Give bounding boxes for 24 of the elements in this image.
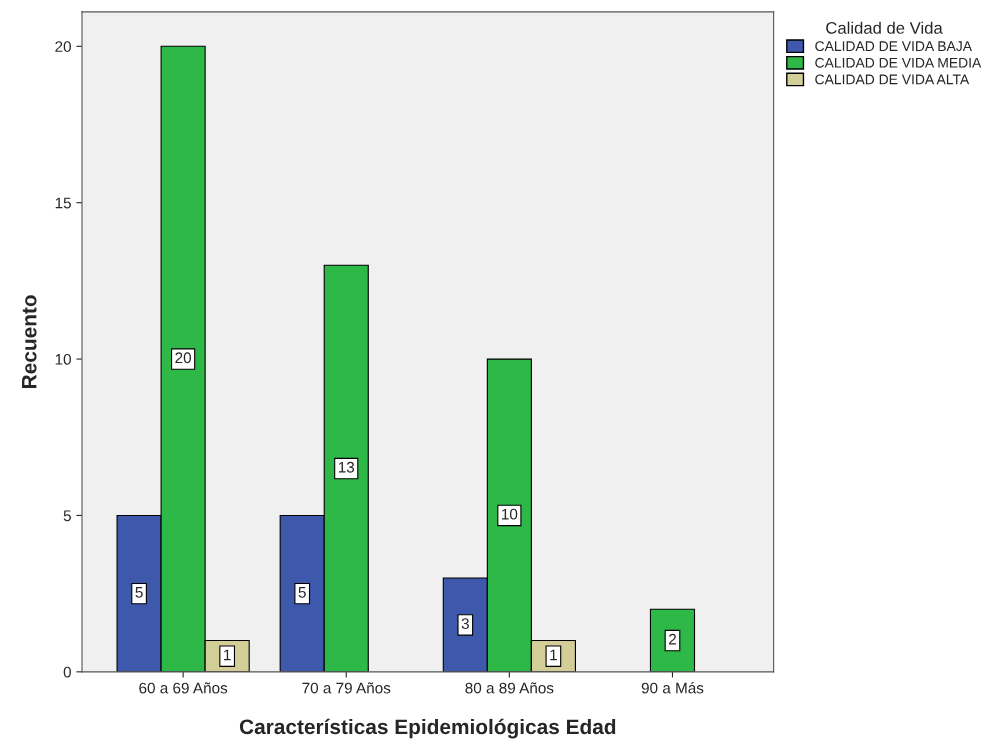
x-tick-label: 70 a 79 Años <box>302 682 391 694</box>
legend-label: CALIDAD DE VIDA BAJA <box>815 41 972 52</box>
y-axis-title: Recuento <box>22 295 37 388</box>
x-tick-label: 90 a Más <box>641 682 704 694</box>
y-tick-label: 5 <box>63 510 71 522</box>
legend-label: CALIDAD DE VIDA MEDIA <box>815 57 982 68</box>
data-label: 1 <box>224 649 231 661</box>
data-label: 5 <box>135 587 143 598</box>
legend-label: CALIDAD DE VIDA ALTA <box>815 74 970 85</box>
data-label: 1 <box>550 649 557 661</box>
y-tick-label: 0 <box>63 666 71 678</box>
legend-title: Calidad de Vida <box>826 21 943 34</box>
data-label: 10 <box>502 508 518 520</box>
data-label: 20 <box>175 352 192 364</box>
data-label: 3 <box>461 618 469 630</box>
data-label: 5 <box>298 587 306 598</box>
y-tick-label: 15 <box>55 197 71 209</box>
data-label: 2 <box>669 633 676 645</box>
y-tick-label: 10 <box>55 353 71 365</box>
x-tick-label: 80 a 89 Años <box>465 682 554 694</box>
y-tick-label: 20 <box>55 41 71 52</box>
x-tick-label: 60 a 69 Años <box>139 682 228 694</box>
x-axis-title: Características Epidemiológicas Edad <box>239 718 616 739</box>
data-label: 13 <box>338 461 355 473</box>
